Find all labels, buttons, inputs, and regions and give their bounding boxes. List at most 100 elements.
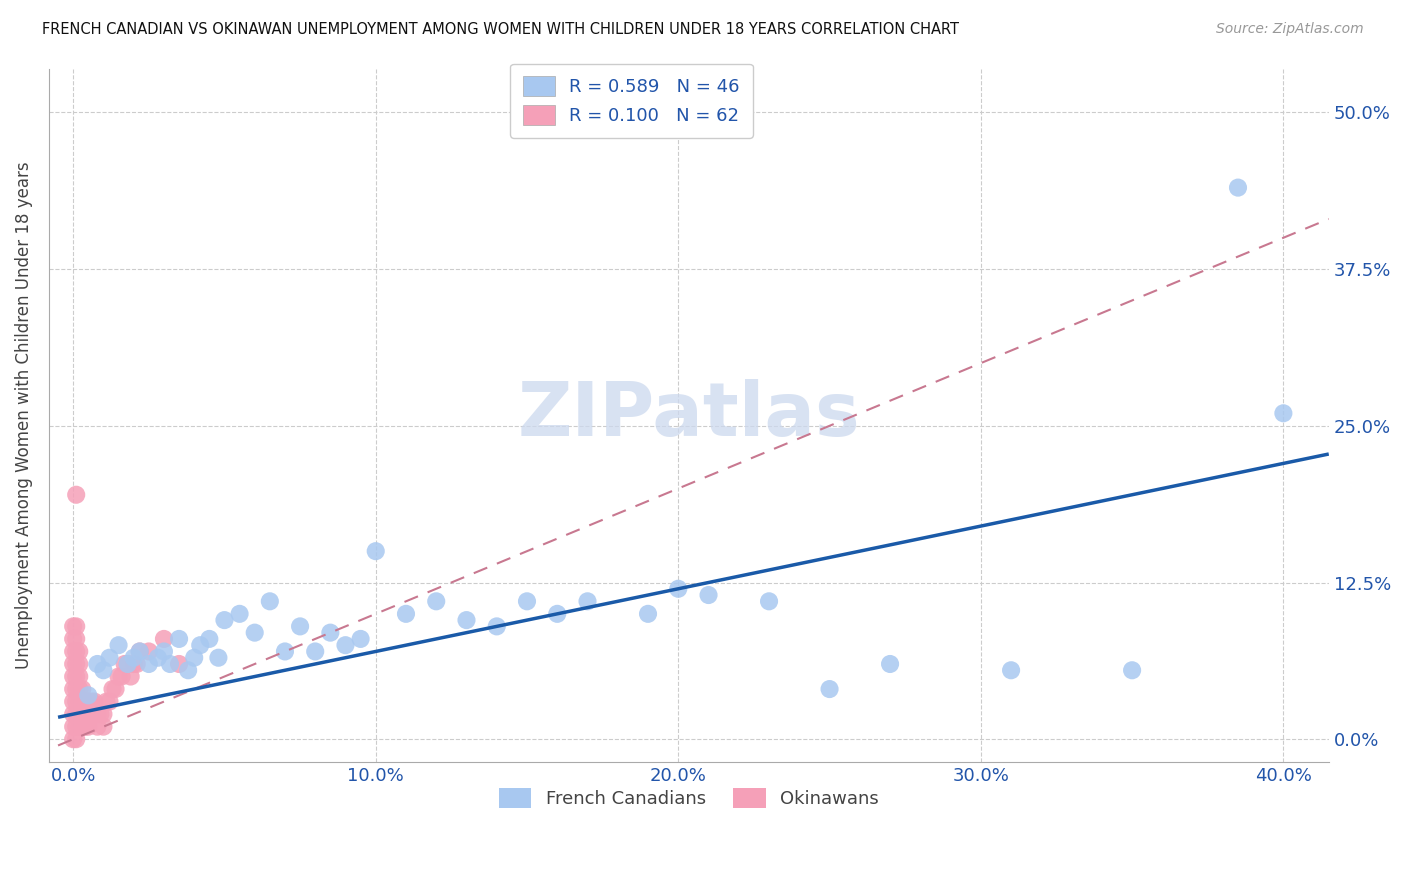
Point — [153, 632, 176, 646]
Point — [65, 669, 87, 683]
Point — [214, 613, 236, 627]
Point — [425, 594, 447, 608]
Point — [117, 657, 139, 671]
Point — [65, 644, 87, 658]
Point — [576, 594, 599, 608]
Point — [62, 657, 84, 671]
Point — [758, 594, 780, 608]
Point — [62, 632, 84, 646]
Point — [62, 681, 84, 696]
Point — [159, 657, 181, 671]
Point — [72, 681, 94, 696]
Point — [65, 707, 87, 722]
Point — [697, 588, 720, 602]
Point — [72, 720, 94, 734]
Point — [117, 657, 139, 671]
Point — [485, 619, 508, 633]
Point — [83, 707, 105, 722]
Point — [167, 632, 190, 646]
Point — [110, 669, 132, 683]
Point — [146, 650, 169, 665]
Point — [77, 720, 100, 734]
Point — [86, 720, 108, 734]
Point — [67, 644, 90, 658]
Point — [167, 657, 190, 671]
Point — [83, 695, 105, 709]
Point — [125, 657, 148, 671]
Point — [138, 644, 160, 658]
Point — [62, 695, 84, 709]
Point — [62, 707, 84, 722]
Point — [62, 732, 84, 747]
Point — [72, 707, 94, 722]
Point — [65, 695, 87, 709]
Point — [138, 657, 160, 671]
Point — [637, 607, 659, 621]
Point — [62, 669, 84, 683]
Point — [153, 644, 176, 658]
Point — [65, 488, 87, 502]
Point — [1121, 663, 1143, 677]
Point — [128, 644, 150, 658]
Point — [65, 732, 87, 747]
Point — [1272, 406, 1295, 420]
Point — [67, 707, 90, 722]
Point — [104, 681, 127, 696]
Point — [319, 625, 342, 640]
Point — [177, 663, 200, 677]
Point — [198, 632, 221, 646]
Point — [93, 707, 115, 722]
Point — [93, 720, 115, 734]
Point — [75, 720, 97, 734]
Point — [65, 632, 87, 646]
Point — [77, 707, 100, 722]
Point — [122, 657, 145, 671]
Point — [86, 657, 108, 671]
Point — [67, 681, 90, 696]
Point — [288, 619, 311, 633]
Point — [879, 657, 901, 671]
Y-axis label: Unemployment Among Women with Children Under 18 years: Unemployment Among Women with Children U… — [15, 161, 32, 669]
Point — [65, 657, 87, 671]
Point — [67, 669, 90, 683]
Point — [67, 720, 90, 734]
Text: Source: ZipAtlas.com: Source: ZipAtlas.com — [1216, 22, 1364, 37]
Point — [65, 619, 87, 633]
Point — [67, 657, 90, 671]
Point — [75, 707, 97, 722]
Point — [335, 638, 357, 652]
Point — [93, 663, 115, 677]
Point — [120, 669, 142, 683]
Point — [349, 632, 371, 646]
Point — [107, 638, 129, 652]
Point — [243, 625, 266, 640]
Point — [62, 644, 84, 658]
Point — [65, 720, 87, 734]
Point — [98, 695, 121, 709]
Point — [80, 707, 103, 722]
Point — [101, 681, 124, 696]
Point — [228, 607, 250, 621]
Point — [666, 582, 689, 596]
Point — [456, 613, 478, 627]
Text: FRENCH CANADIAN VS OKINAWAN UNEMPLOYMENT AMONG WOMEN WITH CHILDREN UNDER 18 YEAR: FRENCH CANADIAN VS OKINAWAN UNEMPLOYMENT… — [42, 22, 959, 37]
Point — [114, 657, 136, 671]
Point — [304, 644, 326, 658]
Point — [364, 544, 387, 558]
Point — [62, 720, 84, 734]
Point — [207, 650, 229, 665]
Legend: French Canadians, Okinawans: French Canadians, Okinawans — [492, 780, 886, 815]
Point — [98, 650, 121, 665]
Point — [96, 695, 118, 709]
Point — [80, 695, 103, 709]
Point — [62, 619, 84, 633]
Point — [516, 594, 538, 608]
Point — [818, 681, 841, 696]
Point — [1000, 663, 1022, 677]
Point — [67, 695, 90, 709]
Point — [259, 594, 281, 608]
Point — [77, 689, 100, 703]
Point — [75, 695, 97, 709]
Point — [1227, 180, 1250, 194]
Point — [65, 681, 87, 696]
